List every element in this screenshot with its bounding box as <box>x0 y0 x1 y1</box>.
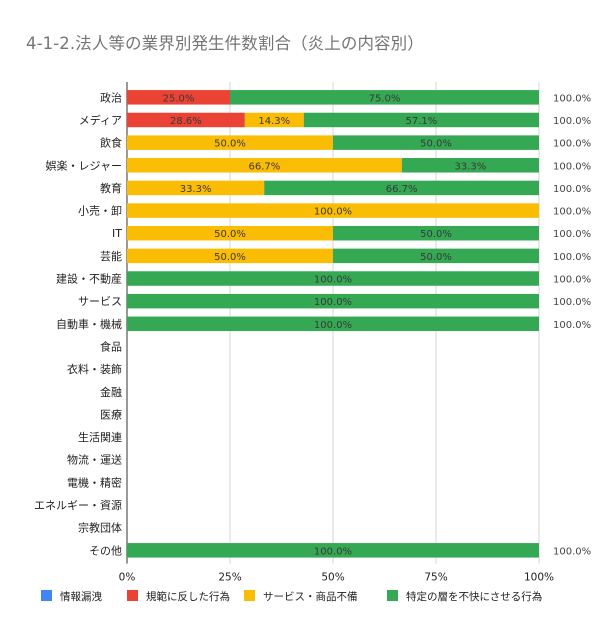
category-label: 医療 <box>100 407 122 421</box>
category-label: 娯楽・レジャー <box>46 158 122 172</box>
total-label: 100.0% <box>553 252 591 263</box>
data-label: 50.0% <box>214 252 246 263</box>
legend-layer: 情報漏洩 規範に反した行為 サービス・商品不備 特定の層を不快にさせる行為 <box>41 590 542 603</box>
bar-segment <box>127 112 245 128</box>
legend-swatch <box>244 590 255 601</box>
data-label: 100.0% <box>314 546 352 557</box>
data-label: 33.3% <box>455 161 487 172</box>
bar-segment <box>230 90 539 105</box>
bar-segment <box>244 112 304 128</box>
data-label: 66.7% <box>386 184 418 195</box>
data-label: 50.0% <box>420 252 452 263</box>
category-label: 政治 <box>100 90 122 104</box>
category-label: 宗教団体 <box>78 521 122 535</box>
bar-segment <box>401 158 539 173</box>
bar-segment <box>127 90 230 105</box>
legend-label: サービス・商品不備 <box>263 590 358 603</box>
bar-segment <box>127 271 539 286</box>
data-label: 25.0% <box>163 93 195 104</box>
bar-segment <box>127 248 333 264</box>
total-label: 100.0% <box>553 184 591 195</box>
legend-label: 情報漏洩 <box>60 590 102 603</box>
bar-segment <box>127 543 539 558</box>
category-label: 教育 <box>100 181 122 195</box>
category-label: サービス <box>78 295 122 308</box>
x-tick-label: 50% <box>321 572 344 584</box>
category-label: 物流・運送 <box>67 453 122 467</box>
data-label: 50.0% <box>420 229 452 240</box>
chart-title: 4-1-2.法人等の業界別発生件数割合（炎上の内容別） <box>26 34 424 53</box>
category-label: 小売・卸 <box>78 204 122 218</box>
category-label: 食品 <box>100 339 122 353</box>
bar-segment <box>127 316 539 332</box>
category-label: 衣料・装飾 <box>67 362 122 376</box>
data-label: 57.1% <box>405 116 437 127</box>
legend-swatch <box>41 590 52 601</box>
category-label: 飲食 <box>100 136 122 150</box>
data-label: 66.7% <box>249 161 281 172</box>
total-label: 100.0% <box>553 275 591 286</box>
x-tick-label: 100% <box>524 572 554 584</box>
category-label: エネルギー・資源 <box>34 498 122 512</box>
category-label: IT <box>112 227 122 240</box>
legend-label: 規範に反した行為 <box>146 590 230 603</box>
total-label: 100.0% <box>553 116 591 127</box>
total-label: 100.0% <box>553 161 591 172</box>
total-label: 100.0% <box>553 297 591 308</box>
bar-segment <box>127 135 333 150</box>
bar-segment <box>127 293 539 309</box>
category-label: その他 <box>89 544 122 557</box>
data-label: 100.0% <box>314 297 352 308</box>
category-label: 芸能 <box>100 249 122 263</box>
category-label: 金融 <box>100 385 122 399</box>
total-label: 100.0% <box>553 139 591 150</box>
category-label: 自動車・機械 <box>56 317 122 331</box>
data-label: 33.3% <box>180 184 212 195</box>
category-label: 電機・精密 <box>67 475 122 489</box>
data-label: 100.0% <box>314 275 352 286</box>
total-label: 100.0% <box>553 207 591 218</box>
legend-label: 特定の層を不快にさせる行為 <box>406 590 542 603</box>
data-label: 50.0% <box>420 139 452 150</box>
bar-segment <box>127 203 539 218</box>
labels-layer: 25.0% 75.0% 100.0% 28.6% 14.3% 57.1% 100.0% 50.… <box>163 93 592 557</box>
bar-segment <box>127 158 402 173</box>
bar-segment <box>127 180 265 196</box>
bar-segment <box>303 112 539 128</box>
category-label: メディア <box>79 113 122 127</box>
data-label: 100.0% <box>314 320 352 331</box>
data-label: 50.0% <box>214 139 246 150</box>
data-label: 14.3% <box>258 116 290 127</box>
category-label: 生活関連 <box>78 430 122 444</box>
bars-layer <box>127 90 539 558</box>
bar-segment <box>264 180 539 196</box>
data-label: 50.0% <box>214 229 246 240</box>
bar-segment <box>333 225 539 241</box>
total-label: 100.0% <box>553 546 591 557</box>
x-tick-label: 0% <box>119 572 136 584</box>
x-tick-label: 25% <box>218 572 241 584</box>
total-label: 100.0% <box>553 320 591 331</box>
bar-segment <box>333 135 539 150</box>
bar-segment <box>333 248 539 264</box>
total-label: 100.0% <box>553 229 591 240</box>
data-label: 75.0% <box>369 93 401 104</box>
legend-swatch <box>387 590 398 601</box>
legend-swatch <box>127 590 138 601</box>
bar-segment <box>127 225 333 241</box>
x-tick-label: 75% <box>424 572 447 584</box>
category-label: 建設・不動産 <box>56 272 122 286</box>
data-label: 28.6% <box>170 116 202 127</box>
data-label: 100.0% <box>314 207 352 218</box>
total-label: 100.0% <box>553 93 591 104</box>
